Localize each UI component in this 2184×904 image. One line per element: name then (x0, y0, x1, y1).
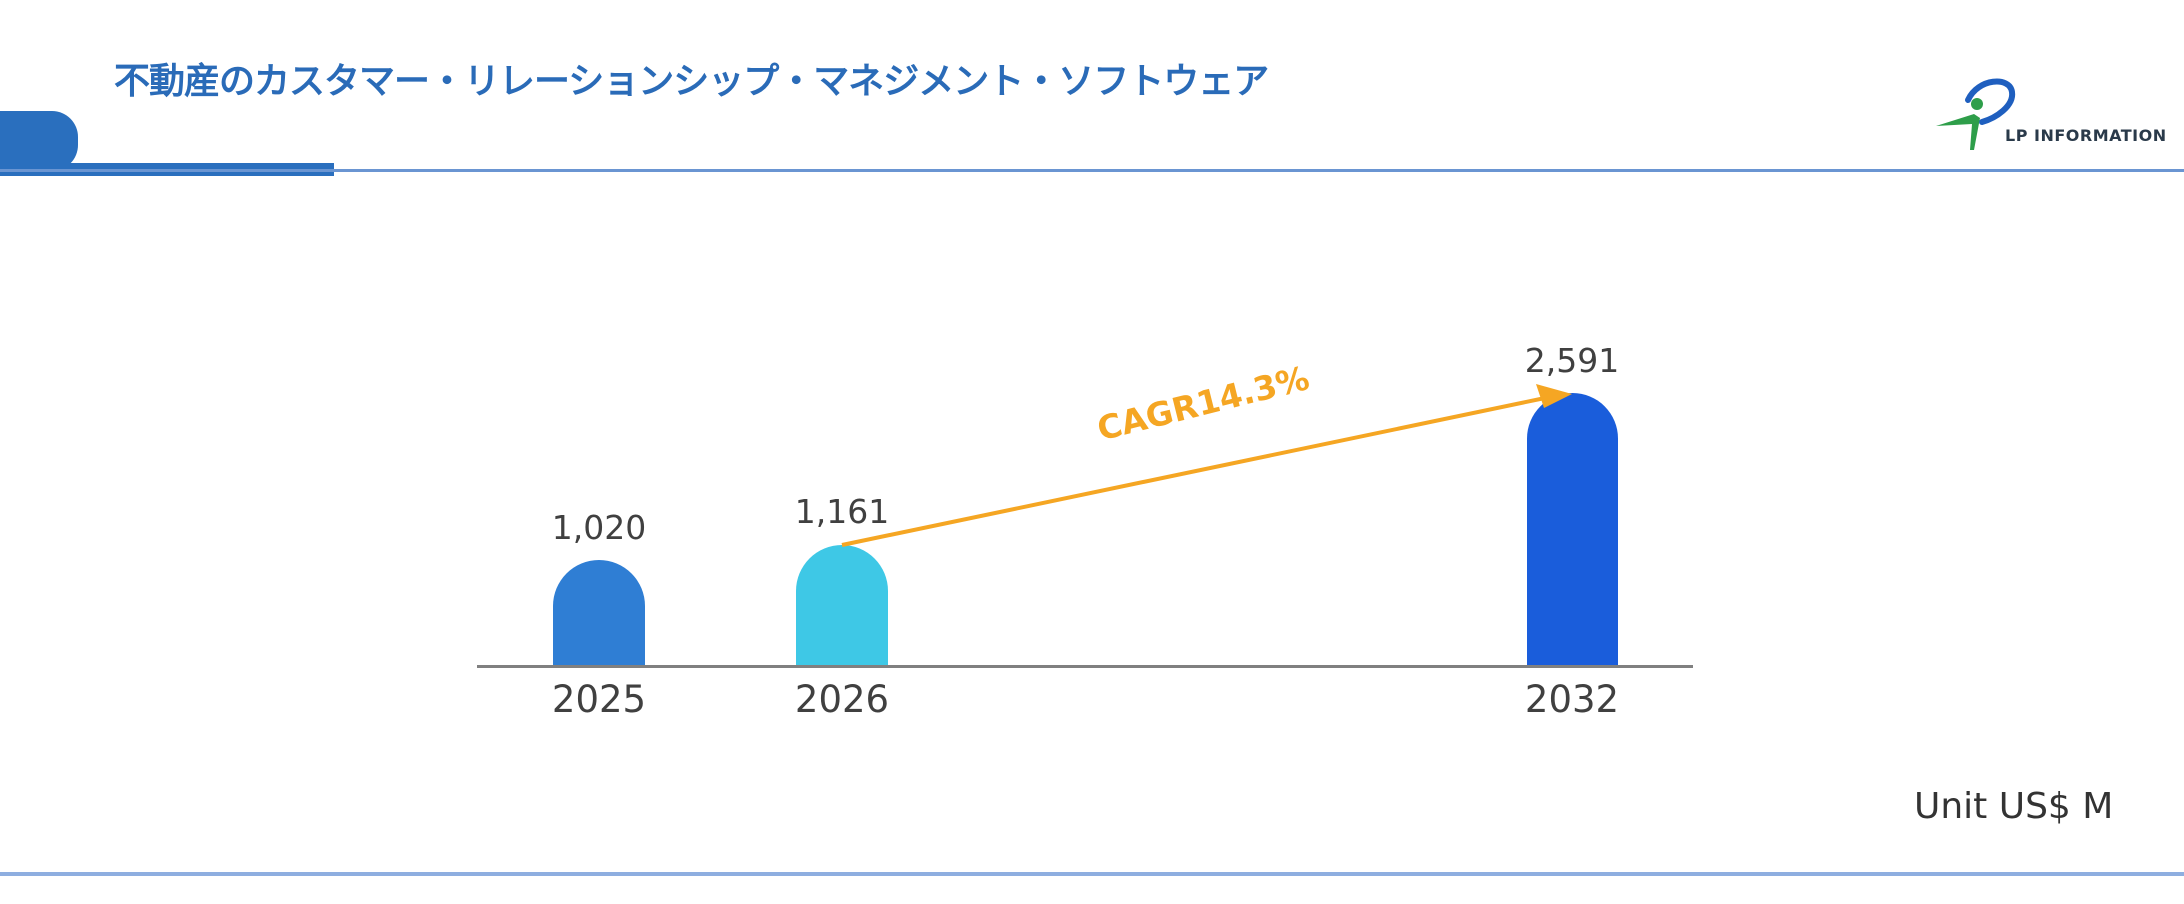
bar-2026 (796, 545, 888, 666)
header-tab-decoration (0, 111, 78, 171)
value-label-2032: 2,591 (1524, 341, 1620, 380)
lp-information-logo-icon (1936, 78, 2016, 150)
unit-label: Unit US$ M (1914, 786, 2114, 827)
header-divider (0, 169, 2184, 172)
footer-divider (0, 872, 2184, 876)
category-label-2026: 2026 (794, 678, 890, 721)
category-label-2032: 2032 (1524, 678, 1620, 721)
category-label-2025: 2025 (551, 678, 647, 721)
value-label-2026: 1,161 (794, 492, 890, 531)
bar-2032 (1527, 393, 1618, 666)
bar-2025 (553, 560, 645, 666)
logo-text: LP INFORMATION (2005, 126, 2167, 145)
page-title: 不動産のカスタマー・リレーションシップ・マネジメント・ソフトウェア (114, 61, 1269, 102)
value-label-2025: 1,020 (551, 508, 647, 547)
x-axis-line (477, 665, 1693, 668)
